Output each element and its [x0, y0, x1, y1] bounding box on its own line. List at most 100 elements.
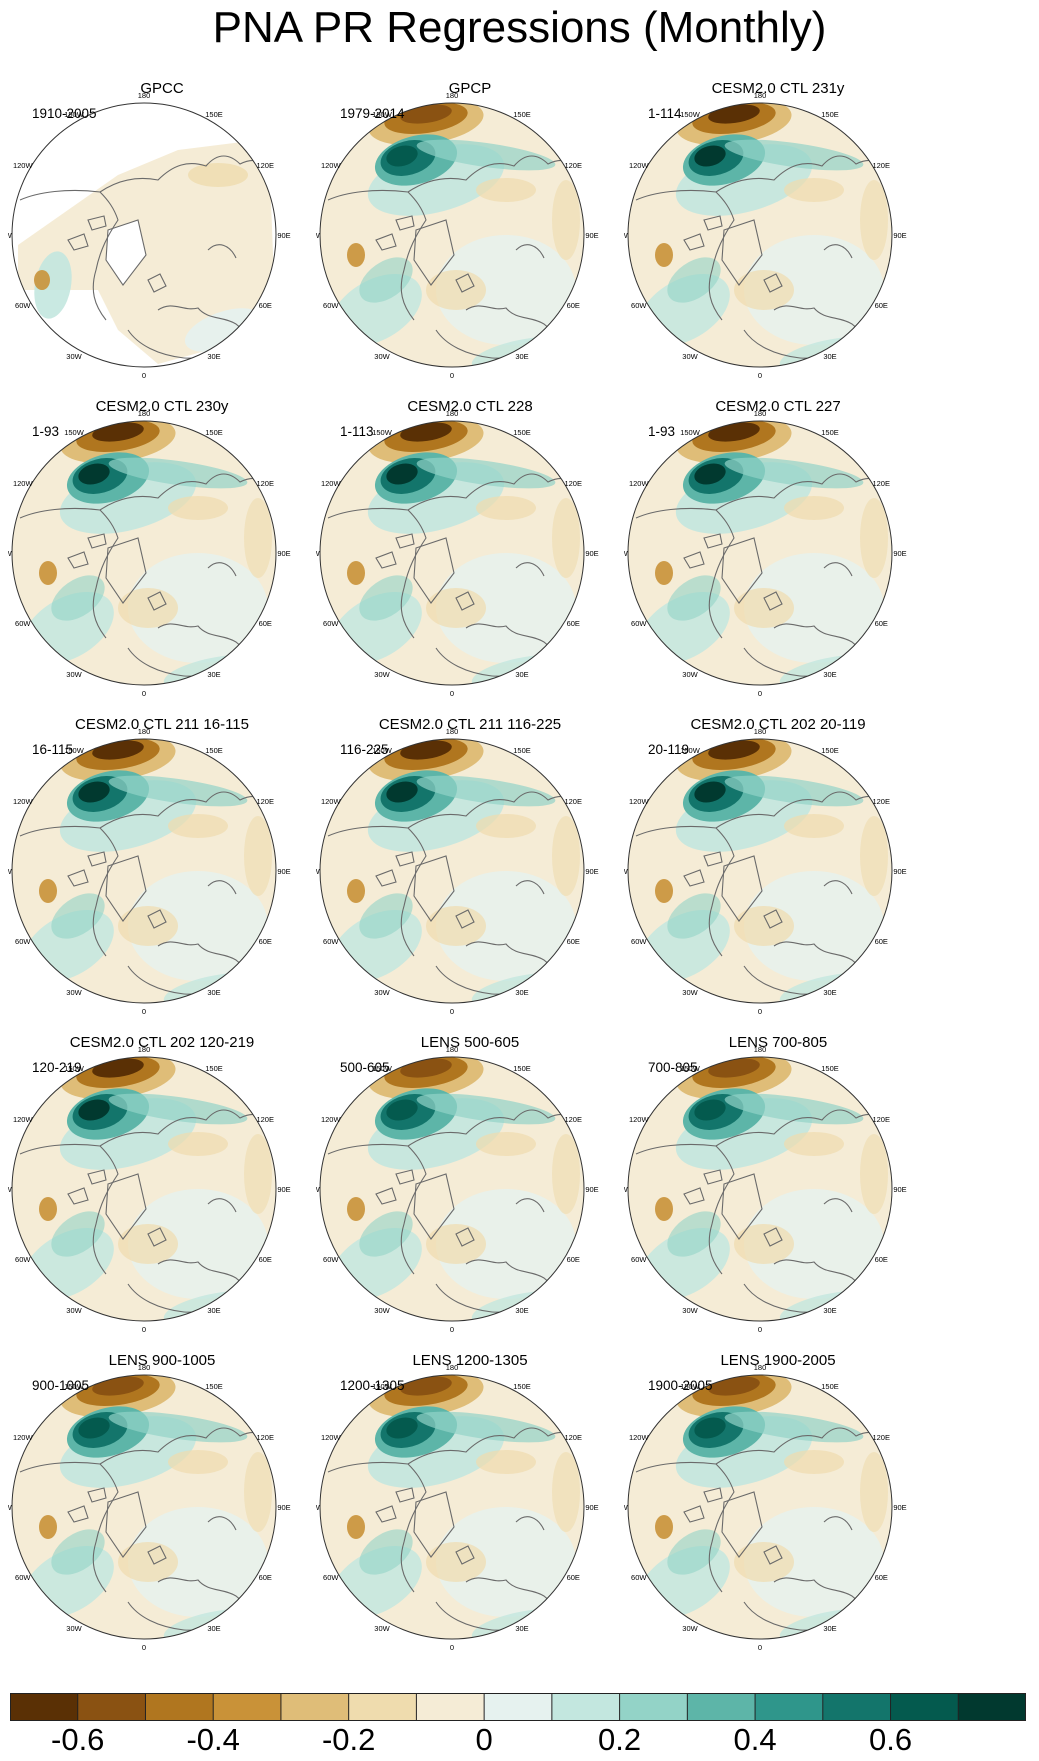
longitude-label: 150W: [64, 746, 85, 755]
globe-outline: [319, 102, 585, 368]
longitude-label: 30W: [66, 670, 82, 679]
longitude-label: 150W: [372, 1064, 393, 1073]
longitude-label: 90E: [893, 231, 906, 240]
longitude-label: 0: [758, 371, 762, 380]
longitude-label: 60E: [259, 301, 272, 310]
panel-period: 900-1005: [32, 1378, 90, 1393]
polar-map: 180 150E 120E 90E 60E 30E 0 30W 60W 90W 120W 150W: [8, 409, 291, 698]
longitude-label: 180: [138, 1363, 151, 1372]
figure-title: PNA PR Regressions (Monthly): [212, 3, 827, 52]
longitude-label: 150E: [205, 746, 223, 755]
longitude-label: 180: [754, 1045, 767, 1054]
panel-period: 1900-2005: [648, 1378, 713, 1393]
longitude-label: 0: [758, 1007, 762, 1016]
polar-map: 180 150E 120E 90E 60E 30E 0 30W 60W 90W 120W 150W: [8, 1045, 291, 1334]
longitude-label: 90W: [624, 867, 629, 876]
longitude-label: 90W: [316, 867, 321, 876]
longitude-label: 150W: [64, 110, 85, 119]
colorbar-swatch: [958, 1693, 1026, 1721]
longitude-label: 90E: [893, 549, 906, 558]
longitude-label: 60E: [875, 1573, 888, 1582]
longitude-label: 150E: [821, 746, 839, 755]
longitude-label: 120W: [13, 1433, 34, 1442]
map-panel: CESM2.0 CTL 228 180 150E 120E 90E 60E 30E 0 30W 6…: [316, 398, 624, 698]
longitude-label: 120W: [13, 161, 34, 170]
longitude-label: 60W: [631, 1573, 647, 1582]
longitude-label: 30E: [515, 352, 528, 361]
panel-title: CESM2.0 CTL 211 16-115: [75, 716, 249, 733]
longitude-label: 150W: [372, 1382, 393, 1391]
longitude-label: 30E: [823, 670, 836, 679]
longitude-label: 30W: [682, 670, 698, 679]
longitude-label: 90W: [8, 1185, 13, 1194]
longitude-label: 0: [450, 1643, 454, 1652]
longitude-label: 30W: [374, 1306, 390, 1315]
longitude-label: 30W: [682, 352, 698, 361]
polar-map: 180 150E 120E 90E 60E 30E 0 30W 60W 90W 120W 150W: [316, 91, 599, 380]
longitude-label: 180: [138, 91, 151, 100]
longitude-label: 30E: [515, 1624, 528, 1633]
longitude-label: 60E: [259, 1255, 272, 1264]
longitude-label: 120E: [872, 1115, 890, 1124]
longitude-label: 90W: [8, 549, 13, 558]
longitude-label: 120W: [321, 479, 342, 488]
panel-period: 500-605: [340, 1060, 390, 1075]
globe-outline: [11, 738, 277, 1004]
longitude-label: 60W: [631, 301, 647, 310]
longitude-label: 180: [754, 409, 767, 418]
longitude-label: 90W: [8, 231, 13, 240]
polar-map: 180 150E 120E 90E 60E 30E 0 30W 60W 90W 120W 150W: [316, 1363, 599, 1652]
longitude-label: 150E: [821, 1382, 839, 1391]
longitude-label: 60E: [875, 301, 888, 310]
longitude-label: 60W: [323, 937, 339, 946]
longitude-label: 180: [138, 1045, 151, 1054]
colorbar-tick-label: 0: [475, 1722, 493, 1757]
longitude-label: 90W: [8, 867, 13, 876]
longitude-label: 150E: [821, 428, 839, 437]
polar-map: 180 150E 120E 90E 60E 30E 0 30W 60W 90W 120W 150W: [316, 409, 599, 698]
longitude-label: 120W: [13, 797, 34, 806]
map-panel: LENS 1200-1305 180 150E 120E 90E 60E 30E 0 30W 60…: [316, 1352, 624, 1652]
longitude-label: 180: [138, 409, 151, 418]
longitude-label: 30E: [207, 988, 220, 997]
precip-field: [320, 1057, 584, 1321]
longitude-label: 90W: [624, 231, 629, 240]
longitude-label: 90W: [624, 1503, 629, 1512]
longitude-label: 120E: [872, 797, 890, 806]
longitude-label: 30W: [66, 352, 82, 361]
polar-map: 180 150E 120E 90E 60E 30E 0 30W 60W 90W 120W 150W: [624, 1363, 907, 1652]
longitude-label: 120W: [629, 479, 650, 488]
polar-map: 180 150E 120E 90E 60E 30E 0 30W 60W 90W 120W 150W: [624, 727, 907, 1016]
longitude-label: 0: [758, 1643, 762, 1652]
panel-period: 1200-1305: [340, 1378, 405, 1393]
longitude-label: 90W: [316, 549, 321, 558]
longitude-label: 150W: [64, 428, 85, 437]
longitude-label: 120W: [13, 1115, 34, 1124]
longitude-label: 60E: [567, 1573, 580, 1582]
longitude-label: 30W: [682, 988, 698, 997]
longitude-label: 60W: [15, 1573, 31, 1582]
longitude-label: 120W: [629, 161, 650, 170]
longitude-label: 150W: [680, 1382, 701, 1391]
longitude-label: 60W: [323, 301, 339, 310]
colorbar: [10, 1693, 1026, 1721]
precip-field: [320, 103, 584, 367]
longitude-label: 30E: [823, 1624, 836, 1633]
panel-period: 16-115: [32, 742, 74, 757]
panel-period: 116-225: [340, 742, 389, 757]
longitude-label: 90W: [316, 1185, 321, 1194]
longitude-label: 60W: [15, 937, 31, 946]
longitude-label: 30E: [207, 1306, 220, 1315]
polar-map: 180 150E 120E 90E 60E 30E 0 30W 60W 90W 120W 150W: [316, 727, 599, 1016]
map-panel: CESM2.0 CTL 211 16-115 180 150E 120E 90E 60E 3…: [8, 716, 316, 1016]
longitude-label: 60W: [631, 1255, 647, 1264]
longitude-label: 0: [758, 689, 762, 698]
longitude-label: 150W: [372, 746, 393, 755]
globe-outline: [319, 1056, 585, 1322]
longitude-label: 120W: [321, 161, 342, 170]
longitude-label: 150W: [680, 746, 701, 755]
precip-field: [12, 739, 276, 1003]
